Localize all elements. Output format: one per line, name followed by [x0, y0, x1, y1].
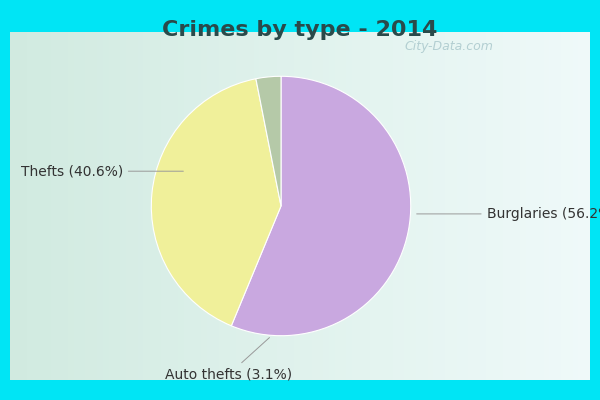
- Text: Thefts (40.6%): Thefts (40.6%): [20, 164, 184, 178]
- Wedge shape: [256, 76, 281, 206]
- Text: Crimes by type - 2014: Crimes by type - 2014: [163, 20, 437, 40]
- Text: Auto thefts (3.1%): Auto thefts (3.1%): [165, 338, 292, 381]
- Text: City-Data.com: City-Data.com: [404, 40, 493, 53]
- Wedge shape: [151, 79, 281, 326]
- Text: Burglaries (56.2%): Burglaries (56.2%): [416, 207, 600, 221]
- Wedge shape: [232, 76, 411, 336]
